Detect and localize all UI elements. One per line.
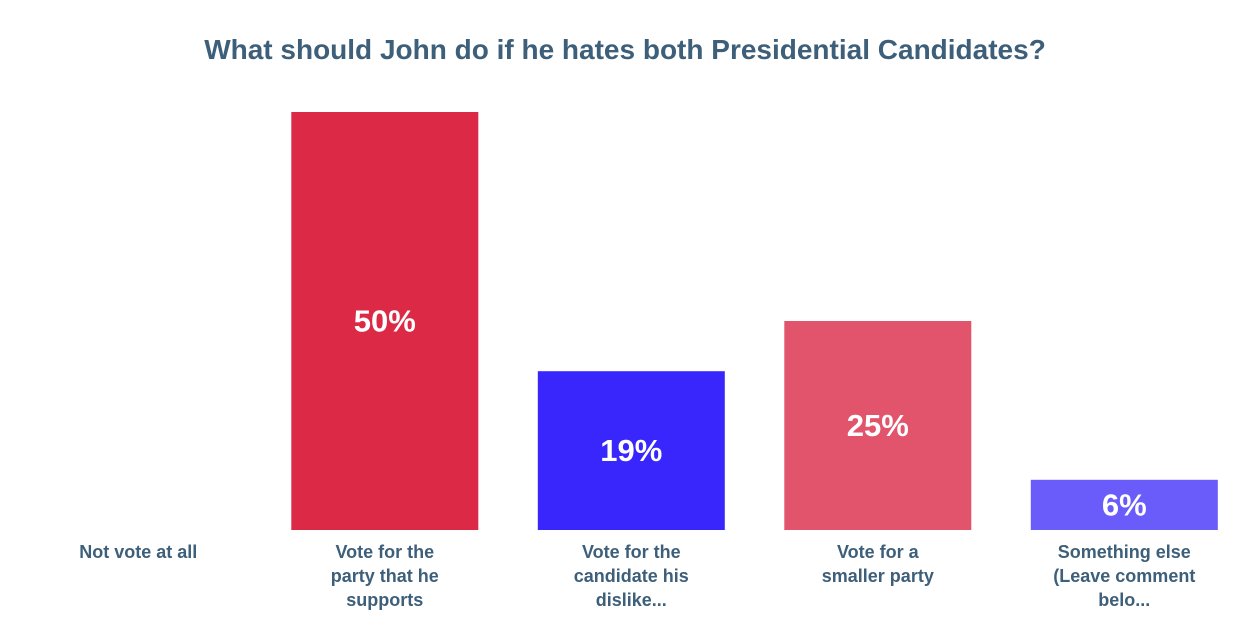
category-label-1: Vote for the party that he supports	[331, 542, 439, 610]
category-label-line: Not vote at all	[79, 542, 197, 562]
bar-1	[291, 112, 479, 530]
category-label-line: Vote for the	[582, 542, 681, 562]
category-label-line: Vote for the	[335, 542, 434, 562]
chart-title: What should John do if he hates both Pre…	[204, 34, 1046, 65]
category-label-2: Vote for the candidate his dislike...	[574, 542, 689, 610]
bar-value-label-1: 50%	[354, 304, 416, 339]
category-label-line: dislike...	[596, 590, 667, 610]
category-label-line: (Leave comment	[1053, 566, 1195, 586]
category-label-line: Vote for a	[837, 542, 920, 562]
category-label-line: Something else	[1058, 542, 1191, 562]
bar-value-label-4: 6%	[1102, 487, 1147, 522]
category-label-line: smaller party	[822, 566, 934, 586]
category-label-4: Something else (Leave comment belo...	[1053, 542, 1195, 610]
category-label-line: supports	[346, 590, 423, 610]
bar-4	[1030, 479, 1218, 530]
category-label-line: belo...	[1098, 590, 1150, 610]
bar-value-label-3: 25%	[847, 408, 909, 443]
category-label-3: Vote for a smaller party	[822, 542, 934, 586]
category-label-line: candidate his	[574, 566, 689, 586]
category-label-line: party that he	[331, 566, 439, 586]
bar-value-label-2: 19%	[600, 433, 662, 468]
bar-2	[537, 371, 725, 530]
bar-3	[784, 321, 972, 530]
category-label-0: Not vote at all	[79, 542, 197, 562]
